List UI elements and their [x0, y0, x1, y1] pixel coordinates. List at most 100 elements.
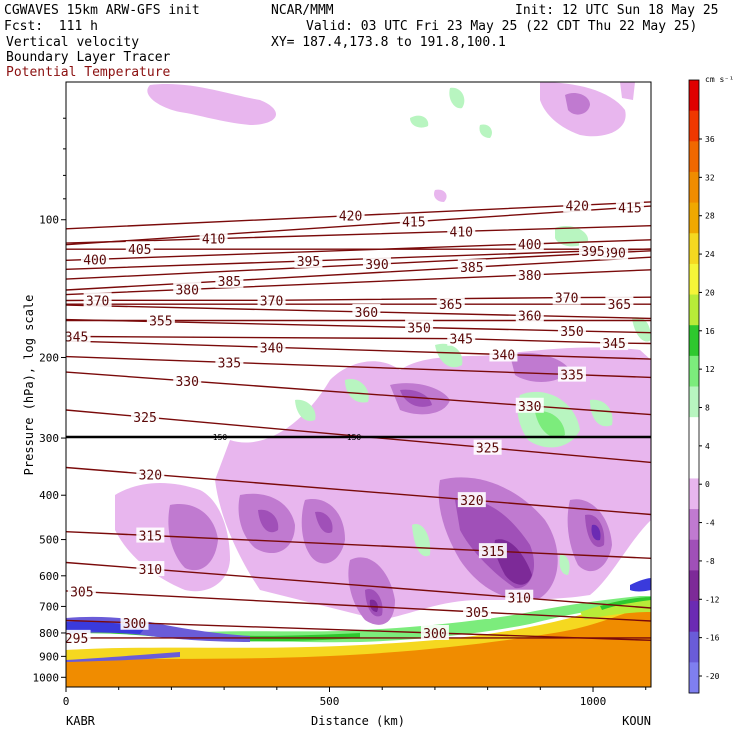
boundary-layer-tracer [66, 652, 180, 662]
isentrope-label-bg [131, 409, 160, 425]
isentrope-335 [66, 355, 651, 379]
colorbar-swatch [689, 263, 699, 296]
y-tick-label: 400 [39, 489, 59, 502]
y-tick-label: 200 [39, 351, 59, 364]
colorbar-swatch [689, 202, 699, 234]
colorbar-swatch [689, 386, 699, 418]
y-tick-label: 1000 [33, 671, 60, 684]
boundary-layer-tracer [630, 578, 651, 592]
colorbar-label: -12 [705, 595, 720, 604]
isentrope-label: 350 [560, 325, 583, 340]
field-potential-temperature: Potential Temperature [6, 65, 171, 80]
isentrope-label: 400 [518, 238, 541, 253]
isentrope-350 [66, 318, 651, 334]
downdraft-core [565, 93, 590, 115]
tropopause-label: 150 [213, 433, 228, 442]
isentrope-label-bg [215, 354, 244, 370]
updraft-area [590, 399, 613, 427]
colorbar-swatch [689, 601, 699, 633]
isentrope-label-bg [515, 397, 544, 413]
isentrope-label: 385 [460, 261, 483, 276]
isentrope-label: 310 [508, 592, 531, 607]
isentrope-label: 305 [70, 586, 93, 601]
isentrope-label-bg [515, 307, 544, 323]
updraft-area [449, 87, 465, 109]
colorbar-label: 32 [705, 173, 715, 182]
updraft-area [295, 399, 316, 421]
colorbar-swatch [689, 539, 699, 571]
isentrope-label-bg [294, 252, 323, 268]
isentrope-label: 315 [139, 530, 162, 545]
isentrope-410 [66, 225, 651, 244]
forecast-hour: Fcst: 111 h [4, 19, 98, 34]
plot-frame [65, 81, 652, 688]
isentrope-label-bg [173, 281, 202, 297]
tropopause-labels: 150 150 [213, 433, 362, 442]
isentrope-label: 380 [175, 283, 198, 298]
isentrope-310 [66, 561, 651, 609]
isentrope-label: 310 [139, 563, 162, 578]
isentrope-label-bg [146, 312, 175, 328]
isentrope-label-bg [515, 266, 544, 282]
isentrope-label-bg [447, 330, 476, 346]
isentrope-label-bg [436, 296, 465, 312]
isentrope-label-bg [62, 629, 91, 645]
y-tick-label: 300 [39, 432, 59, 445]
isentrope-label: 415 [402, 216, 425, 231]
colorbar-swatch [689, 355, 699, 387]
tropopause-label: 150 [347, 433, 362, 442]
updraft-area [345, 379, 369, 403]
colorbar-label: 4 [705, 442, 710, 451]
isentrope-label: 385 [218, 275, 241, 290]
isentrope-label: 320 [139, 468, 162, 483]
isentrope-label-bg [447, 223, 476, 239]
isentrope-label-bg [505, 589, 534, 605]
isentrope-label-bg [557, 322, 586, 338]
colorbar-swatch [689, 294, 699, 326]
isentrope-label-bg [600, 335, 629, 351]
y-tick-label: 600 [39, 570, 59, 583]
isentrope-label: 410 [202, 233, 225, 248]
colorbar-label: -16 [705, 634, 720, 643]
isentrope-label-bg [579, 242, 608, 258]
isentrope-330 [66, 371, 651, 416]
isentrope-label-bg [173, 372, 202, 388]
isentrope-label: 370 [86, 294, 109, 309]
isentrope-label: 345 [450, 333, 473, 348]
colorbar-unit: cm s⁻¹ [705, 75, 734, 84]
field-vertical-velocity: Vertical velocity [6, 35, 140, 50]
x-tick-label: 0 [63, 695, 70, 708]
isentrope-label: 405 [128, 243, 151, 258]
x-tick-label: 1000 [580, 695, 607, 708]
isentrope-label: 360 [355, 306, 378, 321]
boundary-layer-tracer [66, 619, 360, 642]
isentrope-label-bg [515, 236, 544, 252]
y-tick-label: 100 [39, 214, 59, 227]
isentrope-label-bg [399, 213, 428, 229]
isentrope-label-bg [563, 197, 592, 213]
valid-time: Valid: 03 UTC Fri 23 May 25 (22 CDT Thu … [306, 19, 698, 34]
downdraft-core [591, 524, 601, 541]
isentrope-label-bg [136, 527, 165, 543]
model-title: CGWAVES 15km ARW-GFS init [4, 3, 200, 18]
colorbar: -20 -16 -12 -8 -4 0 4 8 12 16 20 24 28 32 36 [688, 79, 720, 694]
isentrope-label: 335 [218, 356, 241, 371]
init-time: Init: 12 UTC Sun 18 May 25 [515, 3, 719, 18]
isentrope-label: 325 [133, 411, 156, 426]
isentrope-420 [66, 201, 651, 230]
boundary-layer-tracer [66, 596, 651, 660]
isentrope-label-bg [80, 251, 109, 267]
y-tick-label: 700 [39, 600, 59, 613]
isentrope-label-bg [457, 259, 486, 275]
isentrope-325 [66, 409, 651, 464]
updraft-area [479, 124, 492, 138]
isentrope-315 [66, 531, 651, 559]
x-axis-title: Distance (km) [311, 714, 405, 728]
isentrope-label-bg [215, 272, 244, 288]
isentrope-label: 415 [618, 201, 641, 216]
isentrope-label-bg [336, 207, 365, 223]
colorbar-swatch [689, 631, 699, 663]
colorbar-swatch [689, 233, 699, 265]
colorbar-label: -8 [705, 557, 715, 566]
isentrope-label: 335 [560, 369, 583, 384]
